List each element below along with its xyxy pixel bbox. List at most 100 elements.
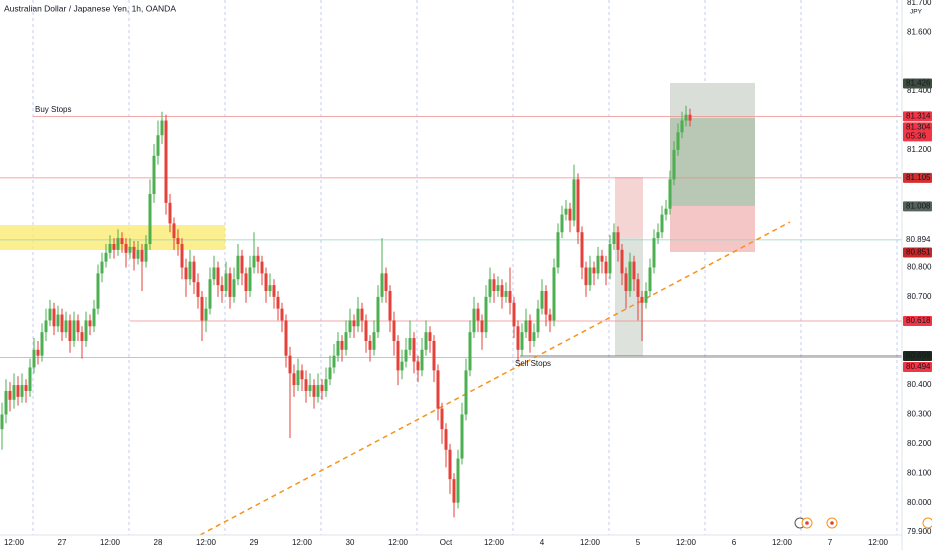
candle-body — [92, 308, 96, 327]
candle-body — [192, 261, 196, 283]
candle-body — [300, 370, 304, 380]
candle-body — [128, 246, 132, 253]
candle-body — [252, 255, 256, 268]
candle-body — [176, 238, 180, 244]
candle-body — [572, 179, 576, 221]
candle-body — [292, 373, 296, 386]
candle-body — [456, 458, 460, 503]
candle-body — [560, 214, 564, 233]
candle-body — [76, 320, 80, 333]
y-tick-label: 79.900 — [907, 527, 932, 536]
price-tag-label: 80.851 — [906, 248, 931, 257]
x-tick-label: Oct — [440, 538, 453, 547]
x-tick-label: 12:00 — [772, 538, 793, 547]
price-tag-label: 81.426 — [906, 79, 931, 88]
candle-body — [452, 479, 456, 503]
candle-body — [200, 296, 204, 321]
candle-body — [164, 120, 168, 203]
candle-body — [236, 255, 240, 280]
candle-body — [184, 267, 188, 280]
price-tag — [903, 234, 932, 245]
candle-body — [376, 296, 380, 333]
candle-body — [468, 332, 472, 371]
y-tick-label: 80.200 — [907, 439, 932, 448]
price-tag — [903, 361, 932, 372]
candle-body — [140, 249, 144, 262]
candle-body — [556, 232, 560, 268]
y-tick-label: 81.700 — [907, 0, 932, 7]
candle-body — [568, 208, 572, 221]
candle-body — [180, 243, 184, 268]
candle-body — [272, 285, 276, 297]
candle-body — [400, 361, 404, 371]
candle-body — [544, 291, 548, 315]
x-tick-label: 28 — [154, 538, 163, 547]
candle-body — [564, 208, 568, 215]
candle-body — [36, 349, 40, 356]
candle-body — [668, 179, 672, 209]
candle-body — [72, 320, 76, 341]
x-tick-label: 12:00 — [484, 538, 505, 547]
candle-body — [84, 320, 88, 341]
event-dot — [830, 521, 834, 525]
candle-body — [24, 385, 28, 391]
candle-body — [364, 320, 368, 341]
candle-body — [636, 279, 640, 297]
price-tag-label: 81.304 — [906, 123, 931, 132]
candle-body — [380, 273, 384, 297]
event-dot — [805, 521, 809, 525]
price-tag — [903, 78, 932, 89]
candle-body — [504, 291, 508, 297]
candle-body — [16, 385, 20, 397]
event-icon[interactable] — [922, 517, 932, 529]
candle-body — [12, 385, 16, 400]
candle-body — [80, 332, 84, 341]
candle-body — [520, 332, 524, 350]
candle-body — [608, 243, 612, 274]
candle-body — [396, 340, 400, 371]
candle-body — [672, 149, 676, 180]
candle-body — [284, 320, 288, 356]
candle-body — [112, 243, 116, 250]
candle-body — [356, 308, 360, 327]
candle-body — [440, 408, 444, 430]
candle-body — [304, 379, 308, 391]
price-axis: 79.900 80.000 80.100 80.200 80.300 80.400 80.7… — [903, 0, 932, 536]
x-tick-label: 27 — [58, 538, 67, 547]
candle-body — [296, 370, 300, 386]
y-tick-label: 80.000 — [907, 498, 932, 507]
x-tick-label: 6 — [732, 538, 737, 547]
candle-body — [408, 338, 412, 350]
candle-body — [680, 120, 684, 133]
candle-body — [528, 320, 532, 341]
candle-body — [412, 338, 416, 362]
candle-body — [384, 273, 388, 292]
candle-body — [188, 261, 192, 280]
candle-body — [248, 267, 252, 292]
candle-body — [420, 349, 424, 371]
candle-body — [340, 340, 344, 350]
x-tick-label: 12:00 — [292, 538, 313, 547]
candle-body — [32, 349, 36, 368]
candle-body — [28, 367, 32, 391]
candle-body — [484, 296, 488, 333]
candle-body — [4, 390, 8, 415]
candle-body — [232, 279, 236, 297]
annotation: Buy Stops — [35, 105, 71, 114]
price-tag-label: 80.494 — [906, 362, 931, 371]
candle-body — [144, 243, 148, 262]
currency: JPY — [910, 9, 923, 16]
candle-body — [44, 320, 48, 333]
candle-body — [448, 449, 452, 480]
candle-body — [276, 296, 280, 309]
candle-body — [268, 285, 272, 292]
candle-body — [316, 385, 320, 397]
candle-body — [644, 291, 648, 303]
candle-body — [324, 379, 328, 391]
candle-body — [436, 370, 440, 409]
candle-body — [444, 429, 448, 450]
candle-body — [288, 355, 292, 374]
candle-body — [472, 308, 476, 333]
candle-body — [648, 267, 652, 292]
candle-body — [104, 252, 108, 262]
